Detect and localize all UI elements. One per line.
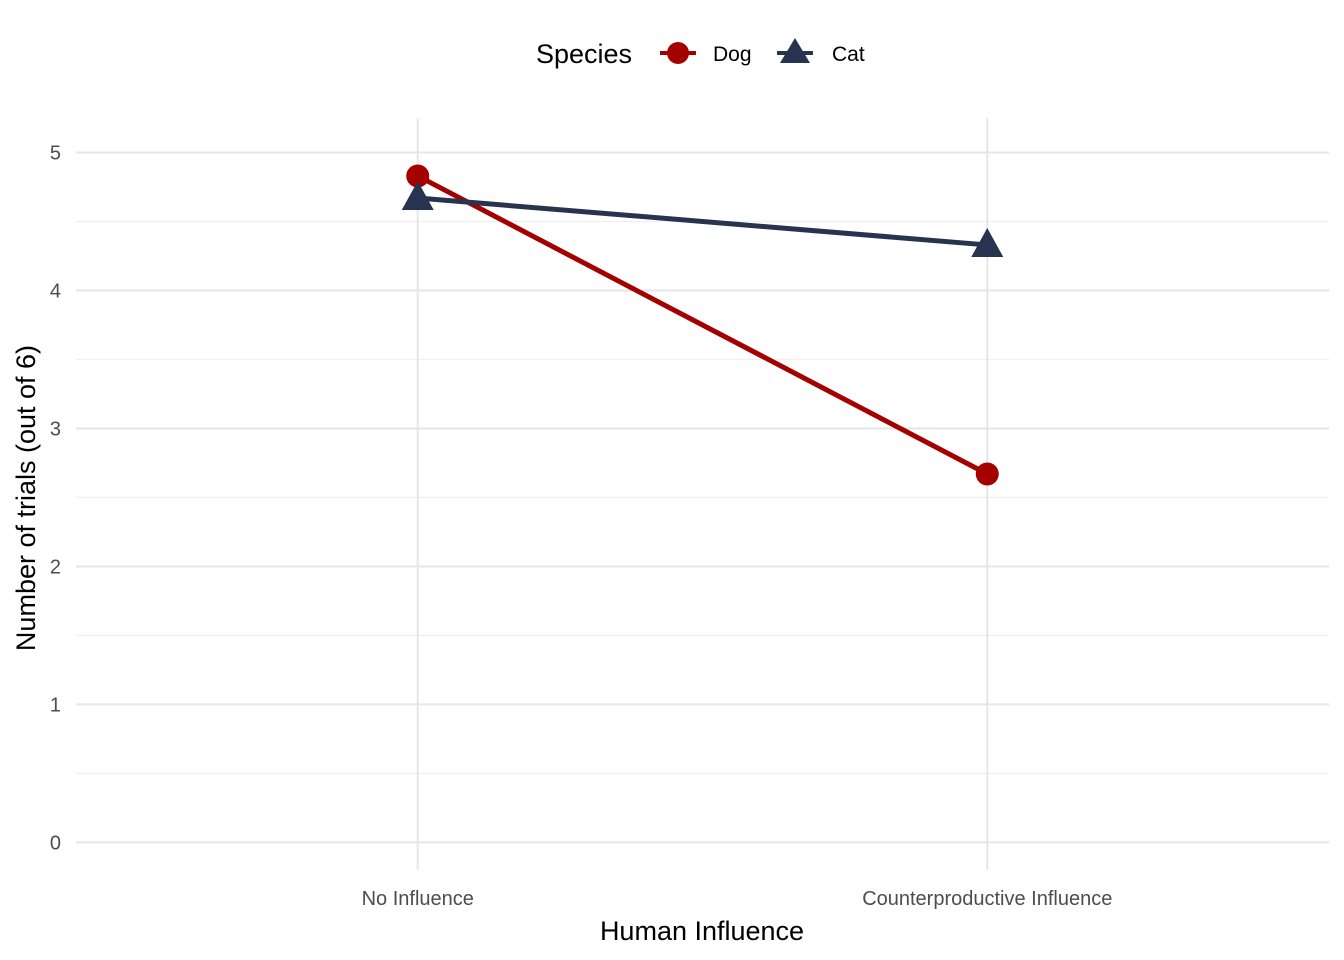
y-tick-label: 3	[50, 418, 61, 440]
data-point-dog	[975, 462, 999, 486]
y-axis-title: Number of trials (out of 6)	[11, 345, 41, 651]
legend: Species Dog Cat	[536, 38, 865, 69]
y-axis-ticks: 0 1 2 3 4 5	[50, 142, 61, 854]
legend-label-cat: Cat	[832, 43, 865, 66]
grid	[76, 118, 1329, 870]
x-axis-title: Human Influence	[600, 916, 804, 946]
y-tick-label: 2	[50, 556, 61, 578]
series-line-dog	[416, 173, 989, 477]
data-point-cat	[971, 227, 1004, 257]
data-point-dog	[406, 164, 430, 188]
y-tick-label: 4	[50, 280, 61, 302]
y-tick-label: 1	[50, 694, 61, 716]
y-tick-label: 5	[50, 142, 61, 164]
data-point-cat	[401, 181, 434, 211]
y-tick-label: 0	[50, 832, 61, 854]
legend-key-dog	[660, 42, 696, 64]
legend-label-dog: Dog	[713, 43, 752, 66]
legend-marker-cat	[780, 38, 810, 63]
legend-key-cat	[777, 38, 813, 63]
legend-marker-dog	[667, 42, 689, 64]
x-axis-ticks: No Influence Counterproductive Influence	[362, 888, 1113, 910]
series-line-cat	[417, 195, 988, 248]
series-layer	[401, 164, 1004, 486]
x-tick-label: Counterproductive Influence	[862, 888, 1112, 910]
x-tick-label: No Influence	[362, 888, 474, 910]
legend-title: Species	[536, 39, 632, 69]
